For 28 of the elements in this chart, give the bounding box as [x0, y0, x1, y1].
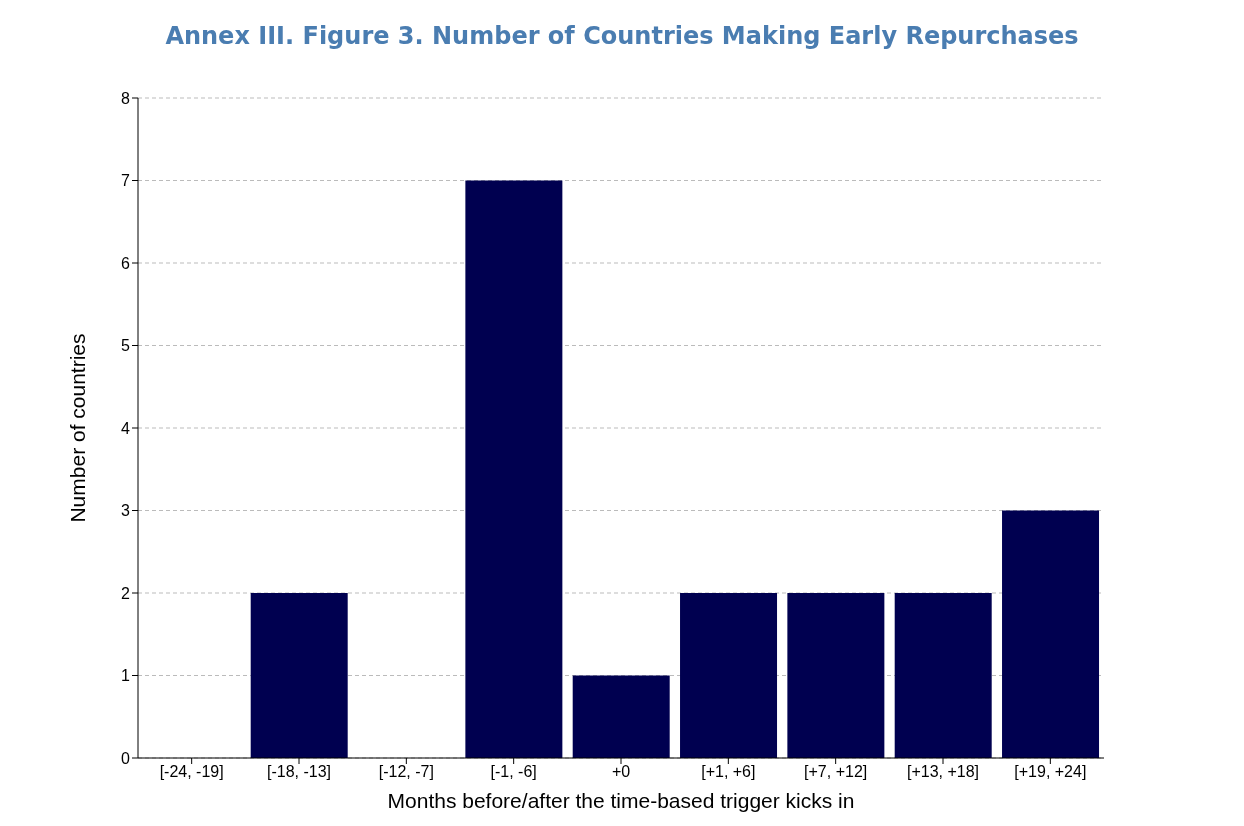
y-tick-label: 7 — [121, 172, 131, 190]
bar — [1002, 510, 1100, 758]
chart-title: Annex III. Figure 3. Number of Countries Making Early Repurchases — [164, 21, 1080, 52]
bar — [894, 593, 992, 758]
y-tick-label: 4 — [121, 419, 131, 437]
bar — [250, 593, 348, 758]
x-tick-label: [-24, -19] — [159, 763, 224, 781]
x-tick-label: +0 — [611, 763, 631, 781]
y-tick-label: 6 — [121, 254, 131, 272]
x-tick-label: [+7, +12] — [804, 763, 868, 781]
y-axis-title: Number of countries — [66, 333, 90, 523]
x-tick-label: [+1, +6] — [701, 763, 756, 781]
x-tick-label: [+19, +24] — [1014, 763, 1087, 781]
bar — [787, 593, 885, 758]
bar — [465, 180, 563, 758]
x-tick-label: [+13, +18] — [906, 763, 980, 781]
y-tick-label: 1 — [121, 667, 131, 685]
y-tick-label: 8 — [121, 89, 131, 107]
y-tick-label: 0 — [121, 749, 131, 767]
x-axis-title: Months before/after the time-based trigger kicks in — [387, 789, 855, 812]
y-tick-label: 3 — [121, 502, 131, 520]
y-tick-label: 5 — [121, 337, 131, 355]
x-tick-label: [-18, -13] — [266, 763, 332, 781]
x-tick-label: [-1, -6] — [490, 763, 537, 781]
y-tick-label: 2 — [121, 584, 131, 602]
bar — [572, 675, 670, 758]
bar — [680, 593, 778, 758]
x-tick-label: [-12, -7] — [378, 763, 434, 781]
